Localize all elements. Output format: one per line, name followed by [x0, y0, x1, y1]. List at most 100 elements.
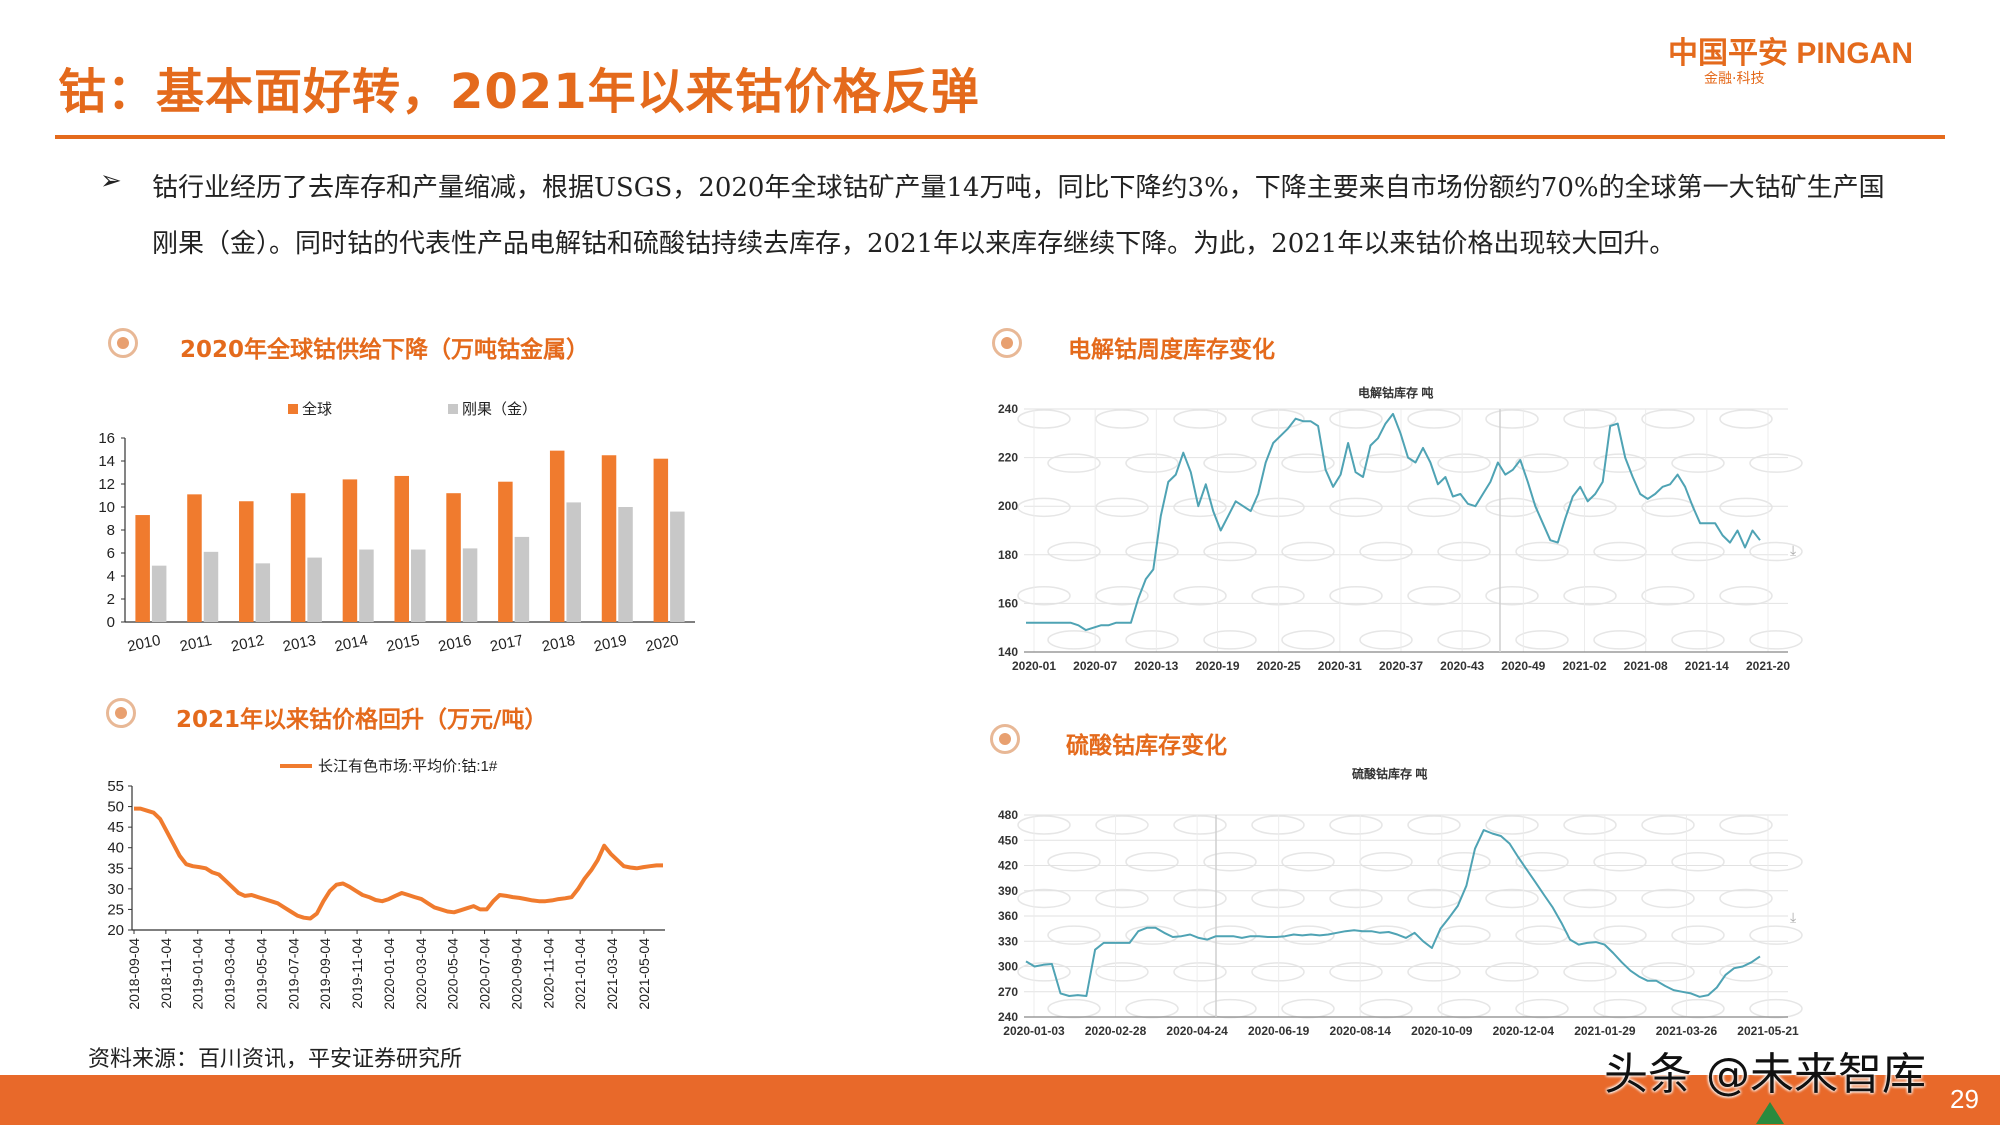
y-tick-label: 420 [998, 859, 1018, 873]
watermark-ellipse [1281, 925, 1335, 945]
x-tick-label: 2021-02 [1562, 659, 1606, 673]
watermark-ellipse [1437, 851, 1491, 872]
x-tick-label: 2017 [489, 632, 525, 656]
x-tick-label: 2019-11-04 [349, 938, 365, 1009]
watermark-ellipse [1593, 453, 1647, 473]
y-tick-label: 450 [998, 833, 1018, 847]
watermark-ellipse [1671, 851, 1725, 872]
watermark-ellipse [1671, 541, 1725, 562]
watermark-ellipse [1563, 888, 1617, 909]
y-tick-label: 140 [998, 645, 1018, 659]
y-tick-label: 360 [998, 909, 1018, 923]
bar-drc [618, 507, 633, 622]
bar-drc [307, 557, 322, 622]
watermark-ellipse [1593, 925, 1647, 945]
watermark-ellipse [1407, 497, 1461, 518]
watermark-ellipse [1515, 998, 1569, 1019]
watermark-ellipse [1593, 541, 1647, 562]
legend-swatch-global [288, 404, 298, 414]
x-tick-label: 2020 [644, 632, 680, 656]
y-tick-label: 30 [107, 881, 124, 898]
watermark-ellipse [1641, 815, 1695, 835]
watermark-ellipse [1251, 409, 1305, 429]
y-tick-label: 2 [107, 591, 115, 608]
y-tick-label: 55 [107, 778, 124, 795]
watermark-ellipse [1095, 409, 1149, 429]
watermark-ellipse [1251, 962, 1305, 982]
title-divider [55, 135, 1945, 139]
watermark-ellipse [1017, 815, 1071, 835]
inventory-series-line [1026, 412, 1761, 632]
x-tick-label: 2010 [126, 632, 162, 656]
y-tick-label: 16 [98, 430, 115, 447]
watermark-ellipse [1485, 962, 1539, 982]
watermark-ellipse [1203, 630, 1257, 650]
x-tick-label: 2021-01-29 [1574, 1024, 1636, 1038]
watermark-ellipse [1173, 962, 1227, 982]
watermark-ellipse [1047, 541, 1101, 562]
page-title: 钴：基本面好转，2021年以来钴价格反弹 [58, 64, 980, 120]
section-bullet-icon [108, 328, 138, 358]
watermark-ellipse [1329, 409, 1383, 429]
x-tick-label: 2020-10-09 [1411, 1024, 1473, 1038]
watermark-ellipse [1125, 541, 1179, 562]
watermark-ellipse [1749, 998, 1803, 1019]
watermark-ellipse [1281, 453, 1335, 473]
supply-bar-chart: 全球 刚果（金） 0 2 4 6 8 10 12 14 16 2010 2011 2012 2013 2014… [98, 400, 695, 656]
watermark-ellipse [1095, 585, 1149, 606]
watermark-ellipse [1047, 998, 1101, 1019]
x-tick-label: 2021-01-04 [572, 938, 588, 1010]
footer-triangle-icon [1756, 1102, 1784, 1124]
x-tick-label: 2020-06-19 [1248, 1024, 1310, 1038]
price-line-chart: 长江有色市场:平均价:钴:1# 20 25 30 35 40 45 50 55 2018-09-0… [107, 758, 665, 1010]
watermark-ellipse [1359, 851, 1413, 872]
watermark-ellipse [1407, 888, 1461, 909]
watermark-ellipse [1641, 585, 1695, 606]
watermark-ellipse [1017, 962, 1071, 982]
sulfate-inventory-chart: 硫酸钴库存 吨 240 270 300 330 360 390 420 450 480 2020-0… [998, 766, 1803, 1038]
x-tick-label: 2018-09-04 [126, 938, 142, 1010]
y-tick-label: 220 [998, 451, 1018, 465]
watermark-ellipse [1017, 409, 1071, 429]
x-tick-label: 2018-11-04 [158, 938, 174, 1009]
watermark-ellipse [1047, 925, 1101, 945]
bar-global [653, 458, 669, 622]
x-tick-label: 2014 [333, 632, 369, 656]
bar-global [394, 475, 409, 622]
watermark-ellipse [1125, 453, 1179, 473]
y-tick-label: 240 [998, 402, 1018, 416]
x-tick-label: 2011 [178, 632, 213, 655]
x-tick-label: 2021-03-04 [604, 938, 620, 1010]
bar-global [549, 450, 565, 622]
x-tick-label: 2021-20 [1746, 659, 1790, 673]
watermark-ellipse [1515, 541, 1569, 562]
bar-drc [514, 536, 530, 622]
y-tick-label: 180 [998, 548, 1018, 562]
x-tick-label: 2020-01 [1012, 659, 1056, 673]
y-tick-label: 10 [98, 499, 115, 516]
legend-swatch-drc [448, 404, 458, 414]
y-tick-label: 4 [107, 568, 115, 585]
x-tick-label: 2019 [592, 632, 628, 656]
section-bullet-icon [990, 724, 1020, 754]
watermark-ellipse [1125, 630, 1179, 650]
watermark-ellipse [1203, 541, 1257, 562]
section-bullet-icon [992, 328, 1022, 358]
bar-drc [411, 549, 426, 622]
watermark-ellipse [1749, 925, 1803, 945]
watermark-ellipse [1719, 888, 1773, 909]
watermark-ellipse [1485, 585, 1539, 606]
watermark-ellipse [1437, 630, 1491, 650]
logo-subtext: 金融·科技 [1704, 71, 1765, 87]
watermark-ellipse [1719, 497, 1773, 518]
watermark-ellipse [1173, 409, 1227, 429]
watermark-ellipse [1203, 851, 1257, 872]
watermark-ellipse [1095, 888, 1149, 909]
watermark-ellipse [1641, 409, 1695, 429]
x-tick-label: 2016 [437, 632, 473, 656]
watermark-ellipse [1641, 962, 1695, 982]
watermark-ellipse [1359, 541, 1413, 562]
bar-global [498, 481, 513, 622]
watermark-ellipse [1671, 998, 1725, 1019]
y-tick-label: 14 [98, 453, 115, 470]
